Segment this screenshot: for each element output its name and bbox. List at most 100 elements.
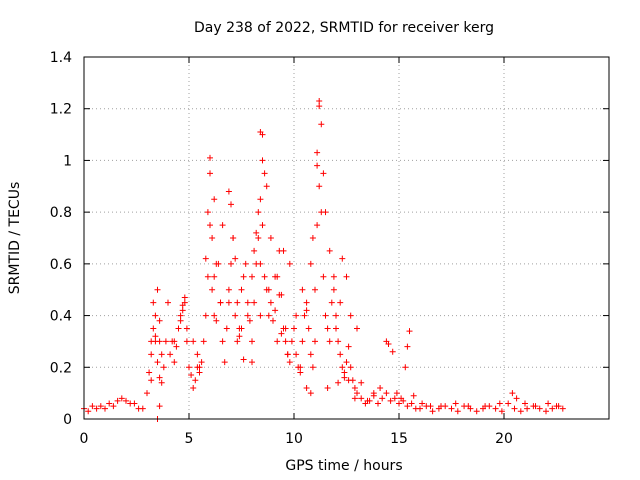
data-point: [139, 405, 146, 412]
data-point: [452, 400, 459, 407]
data-point: [202, 312, 209, 319]
data-point: [322, 209, 329, 216]
data-point: [190, 384, 197, 391]
data-point: [387, 397, 394, 404]
data-point: [156, 374, 163, 381]
data-point: [345, 377, 352, 384]
y-tick-label: 0.2: [50, 360, 72, 376]
data-point: [259, 131, 266, 138]
data-point: [524, 405, 531, 412]
data-point: [223, 325, 230, 332]
data-point: [209, 286, 216, 293]
data-point: [213, 260, 220, 267]
data-point: [326, 338, 333, 345]
data-point: [261, 273, 268, 280]
data-point: [207, 222, 213, 229]
data-point: [303, 307, 310, 314]
data-point: [179, 307, 186, 314]
data-point: [314, 222, 321, 229]
data-point: [246, 317, 253, 324]
data-point: [259, 222, 266, 229]
data-point: [257, 312, 264, 319]
data-point: [326, 247, 333, 254]
data-point: [236, 333, 243, 340]
data-point: [312, 286, 318, 293]
data-point: [179, 302, 186, 309]
data-point: [156, 338, 163, 345]
x-tick-label: 15: [390, 431, 408, 447]
data-point: [171, 338, 178, 345]
data-point: [146, 369, 153, 376]
y-tick-label: 1: [63, 153, 72, 169]
data-point: [389, 348, 396, 355]
data-point: [257, 196, 264, 203]
data-point: [148, 377, 155, 384]
data-point: [225, 188, 232, 195]
data-point: [238, 325, 245, 332]
data-point: [265, 286, 272, 293]
data-point: [177, 312, 184, 319]
data-point: [267, 299, 274, 306]
data-point: [532, 403, 539, 410]
data-point: [123, 397, 129, 404]
data-point: [385, 341, 392, 348]
data-point: [299, 286, 306, 293]
data-point: [265, 312, 272, 319]
data-point: [347, 364, 354, 371]
data-point: [150, 299, 157, 306]
data-point: [278, 330, 285, 337]
data-point: [234, 338, 241, 345]
data-point: [131, 400, 138, 407]
data-point: [517, 408, 524, 415]
data-point: [244, 312, 251, 319]
y-tick-label: 0.4: [50, 309, 72, 325]
data-point: [255, 235, 262, 241]
data-point: [148, 351, 155, 358]
data-point: [198, 359, 205, 366]
data-point: [225, 299, 232, 306]
data-point: [473, 408, 480, 415]
data-point: [324, 384, 331, 391]
data-point: [307, 351, 314, 358]
y-axis-label: SRMTID / TECUs: [7, 182, 23, 295]
data-point: [314, 149, 321, 156]
data-point: [511, 405, 518, 412]
data-point: [343, 273, 350, 280]
data-point: [207, 154, 213, 161]
data-point: [293, 351, 300, 358]
data-point: [402, 364, 409, 371]
data-point: [335, 338, 342, 345]
data-point: [549, 405, 556, 412]
data-point: [391, 395, 398, 402]
data-point: [303, 384, 310, 391]
data-point: [448, 405, 455, 412]
data-point: [238, 286, 245, 293]
y-tick-label: 1.4: [50, 50, 72, 66]
data-point: [217, 299, 224, 306]
data-point: [148, 338, 155, 345]
data-point: [156, 403, 163, 410]
data-point: [307, 260, 314, 267]
data-point: [406, 328, 413, 335]
y-tick-label: 0: [63, 412, 72, 428]
data-point: [152, 312, 159, 319]
data-point: [213, 317, 220, 324]
data-point: [393, 390, 400, 397]
data-point: [240, 273, 247, 280]
data-point: [522, 400, 528, 407]
data-point: [553, 403, 560, 410]
data-points: [81, 97, 566, 422]
data-point: [536, 405, 543, 412]
data-point: [280, 247, 287, 254]
data-point: [232, 312, 239, 319]
data-point: [162, 338, 169, 345]
data-point: [337, 299, 344, 306]
data-point: [337, 351, 344, 358]
x-tick-label: 0: [80, 431, 89, 447]
data-point: [261, 170, 268, 177]
data-point: [188, 372, 195, 379]
data-point: [379, 395, 386, 402]
data-point: [341, 374, 348, 381]
data-point: [150, 325, 157, 332]
